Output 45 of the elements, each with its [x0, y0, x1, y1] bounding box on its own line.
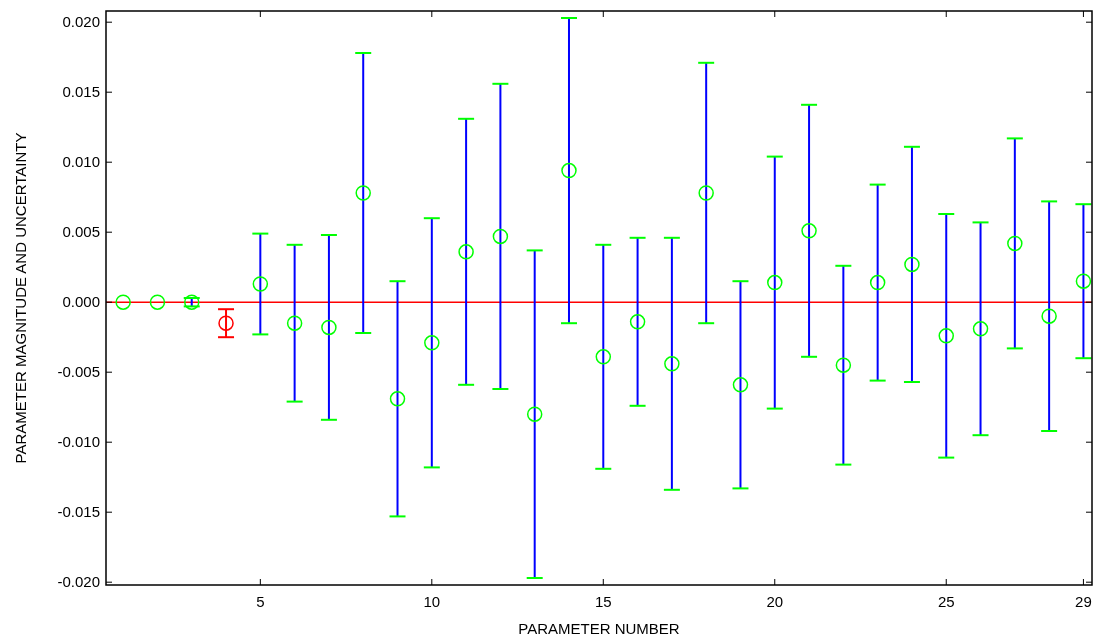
- point: [458, 244, 474, 260]
- x-axis-title: PARAMETER NUMBER: [518, 620, 680, 637]
- x-tick-label: 20: [766, 593, 784, 610]
- x-tick-label: 29: [1075, 593, 1092, 610]
- point: [389, 391, 406, 407]
- point: [629, 314, 646, 330]
- y-axis-title: PARAMETER MAGNITUDE AND UNCERTAINTY: [12, 132, 29, 464]
- y-tick-label: 0.020: [62, 13, 100, 31]
- x-tick-label: 15: [594, 593, 612, 610]
- point: [835, 357, 852, 373]
- point: [904, 256, 920, 273]
- point: [1075, 273, 1092, 289]
- x-tick-label: 5: [256, 593, 265, 610]
- point: [424, 335, 440, 351]
- y-tick-label: 0.015: [62, 83, 100, 101]
- point: [355, 185, 371, 201]
- point: [664, 356, 680, 372]
- point: [252, 276, 269, 292]
- point: [286, 315, 303, 331]
- y-tick-label: 0.000: [62, 293, 100, 311]
- x-tick-label: 10: [423, 593, 441, 610]
- point: [218, 315, 234, 331]
- y-tick-label: -0.020: [57, 573, 100, 591]
- y-tick-label: 0.005: [62, 223, 100, 241]
- point: [972, 321, 989, 337]
- x-tick-label: 25: [937, 593, 955, 610]
- y-tick-label: -0.015: [57, 503, 100, 521]
- point: [801, 223, 817, 239]
- y-tick-label: -0.005: [57, 363, 100, 381]
- point: [526, 406, 543, 422]
- point: [1041, 308, 1057, 324]
- point: [767, 274, 783, 291]
- point: [869, 274, 886, 291]
- point: [732, 377, 749, 393]
- point: [492, 228, 509, 245]
- point: [698, 185, 714, 201]
- point: [321, 319, 337, 336]
- point: [149, 294, 166, 310]
- y-tick-label: 0.010: [62, 153, 100, 171]
- point: [561, 162, 577, 179]
- y-tick-label: -0.010: [57, 433, 100, 451]
- point: [1007, 235, 1023, 252]
- point: [595, 349, 612, 365]
- point: [115, 294, 131, 310]
- point: [938, 328, 954, 344]
